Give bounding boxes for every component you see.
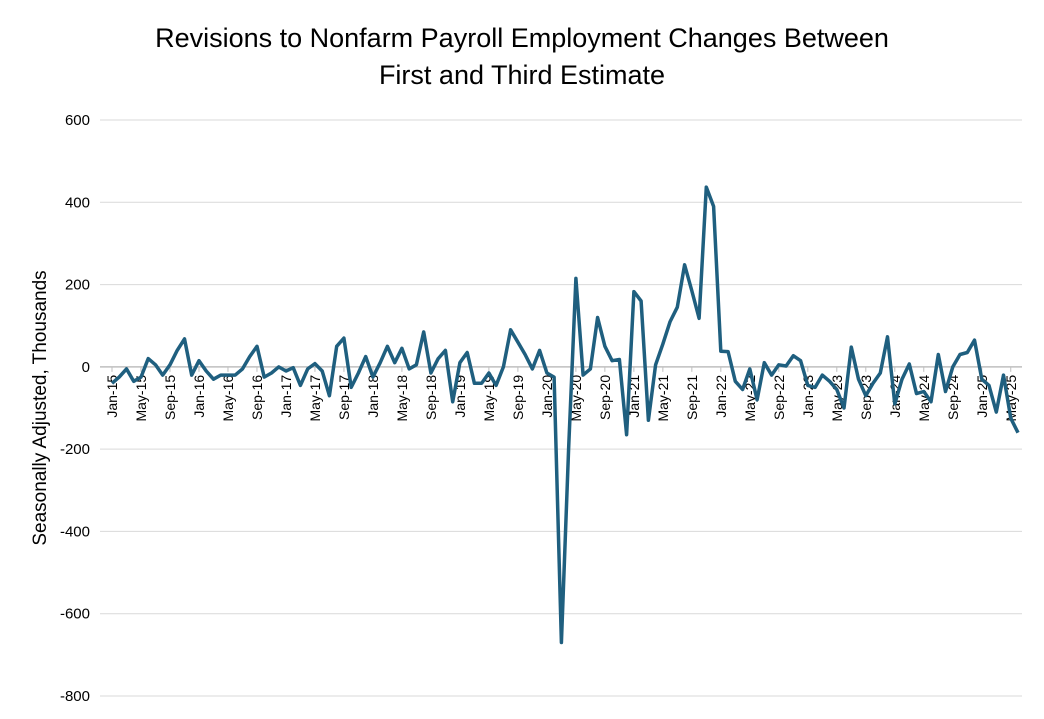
x-tick-label: Sep-20 (597, 375, 613, 420)
x-tick-label: May-15 (133, 375, 149, 422)
x-tick-label: May-21 (655, 375, 671, 422)
y-tick-label: 400 (65, 194, 90, 211)
x-tick-label: Sep-17 (336, 375, 352, 420)
series-line-revision (110, 185, 1020, 645)
y-tick-label: 0 (82, 359, 90, 376)
x-tick-label: Jan-18 (365, 375, 381, 418)
x-tick-label: Jan-22 (713, 375, 729, 418)
x-tick-label: Jan-20 (539, 375, 555, 418)
x-tick-label: Sep-15 (162, 375, 178, 420)
y-axis-ticks: 600 400 200 0 -200 -400 -600 -800 (60, 112, 90, 705)
x-tick-label: Jan-15 (104, 375, 120, 418)
x-tick-label: May-18 (394, 375, 410, 422)
x-tick-label: May-16 (220, 375, 236, 422)
y-tick-label: 600 (65, 112, 90, 129)
x-tick-label: Jan-17 (278, 375, 294, 418)
y-axis-title: Seasonally Adjusted, Thousands (30, 270, 51, 545)
x-tick-label: Sep-22 (771, 375, 787, 420)
x-tick-label: May-17 (307, 375, 323, 422)
y-tick-label: 200 (65, 277, 90, 294)
chart-title-line-1: Revisions to Nonfarm Payroll Employment … (155, 23, 889, 53)
x-tick-label: Sep-16 (249, 375, 265, 420)
y-tick-label: -600 (60, 606, 90, 623)
x-tick-label: Sep-19 (510, 375, 526, 420)
chart-title-line-2: First and Third Estimate (379, 60, 665, 90)
x-tick-label: Sep-21 (684, 375, 700, 420)
x-tick-label: Jan-16 (191, 375, 207, 418)
x-tick-label: May-24 (916, 375, 932, 422)
x-tick-label: May-19 (481, 375, 497, 422)
y-tick-label: -800 (60, 688, 90, 705)
x-tick-label: Jan-25 (974, 375, 990, 418)
x-axis-ticks: Jan-15 May-15 Sep-15 Jan-16 May-16 Sep-16 Jan-… (104, 366, 1019, 422)
gridlines (100, 119, 1022, 697)
x-tick-label: Sep-18 (423, 375, 439, 420)
series-layer (110, 185, 1020, 645)
y-tick-label: -400 (60, 523, 90, 540)
y-tick-label: -200 (60, 441, 90, 458)
